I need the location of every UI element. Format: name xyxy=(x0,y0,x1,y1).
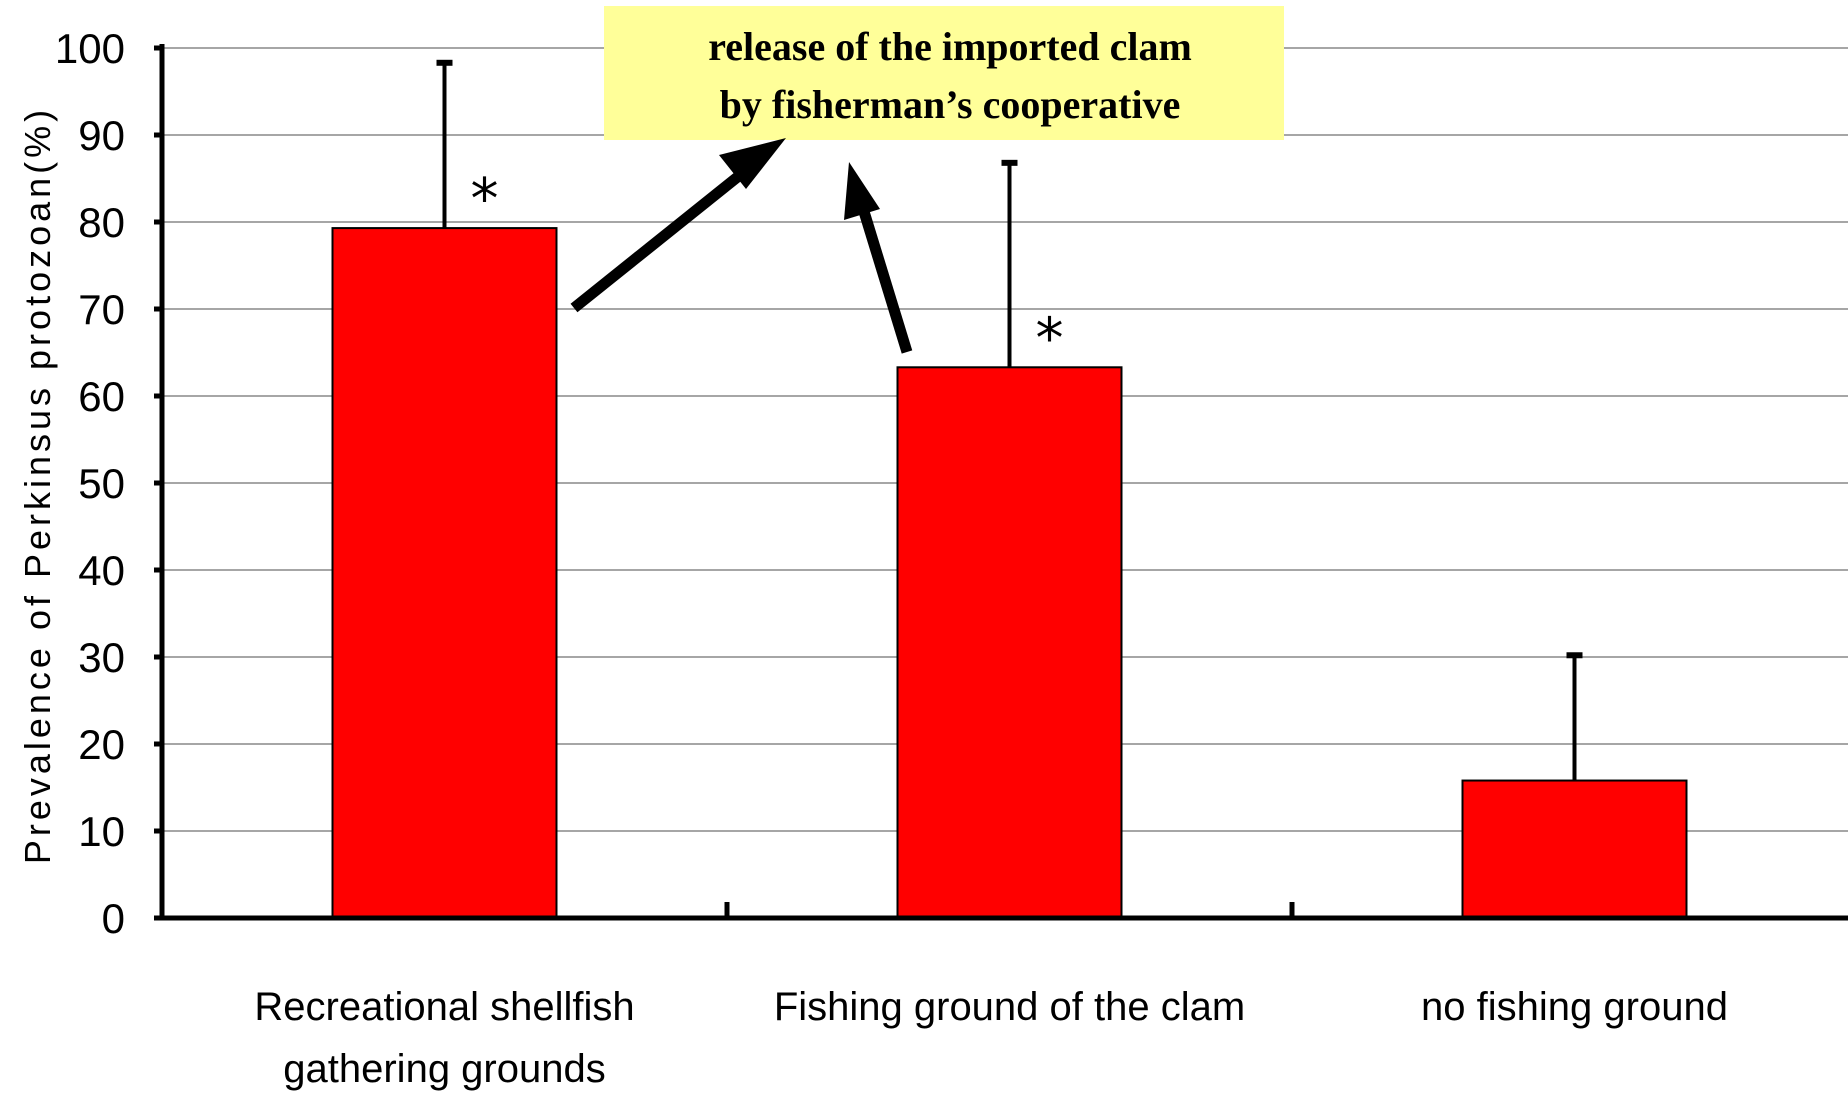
x-tick-label: Recreational shellfish xyxy=(254,985,634,1029)
bar xyxy=(896,366,1123,920)
y-axis-label: Prevalence of Perkinsus protozoan(%) xyxy=(17,106,58,864)
x-tick-label: gathering grounds xyxy=(283,1047,605,1091)
y-tick-label: 20 xyxy=(78,721,125,768)
annotation-line-1: release of the imported clam xyxy=(708,24,1192,69)
axes xyxy=(159,44,1848,921)
y-tick-label: 50 xyxy=(78,460,125,507)
significance-mark: * xyxy=(471,167,499,232)
y-tick-label: 80 xyxy=(78,199,125,246)
y-axis-ticks: 0 10 20 30 40 50 60 70 80 90 100 xyxy=(55,25,162,942)
bar xyxy=(331,227,558,919)
annotation-box: release of the imported clam by fisherma… xyxy=(604,6,1284,140)
arrows xyxy=(570,138,913,354)
arrow-head-1 xyxy=(719,138,786,189)
x-tick-label: Fishing ground of the clam xyxy=(774,985,1245,1029)
arrow-head-2 xyxy=(844,162,880,220)
y-tick-label: 0 xyxy=(102,895,125,942)
y-tick-label: 10 xyxy=(78,808,125,855)
arrow-from-fishing-ground xyxy=(856,203,913,354)
bar xyxy=(1461,779,1688,919)
y-tick-label: 70 xyxy=(78,286,125,333)
arrow-from-recreational xyxy=(570,162,754,313)
y-tick-label: 40 xyxy=(78,547,125,594)
bars: ** xyxy=(331,59,1688,920)
significance-mark: * xyxy=(1036,306,1064,371)
annotation-background xyxy=(604,6,1284,140)
y-tick-label: 60 xyxy=(78,373,125,420)
y-tick-label: 100 xyxy=(55,25,125,72)
y-tick-label: 90 xyxy=(78,112,125,159)
x-axis-labels: Recreational shellfish gathering grounds F… xyxy=(254,985,1728,1091)
annotation-line-2: by fisherman’s cooperative xyxy=(720,82,1181,127)
x-tick-label: no fishing ground xyxy=(1421,985,1728,1029)
y-tick-label: 30 xyxy=(78,634,125,681)
